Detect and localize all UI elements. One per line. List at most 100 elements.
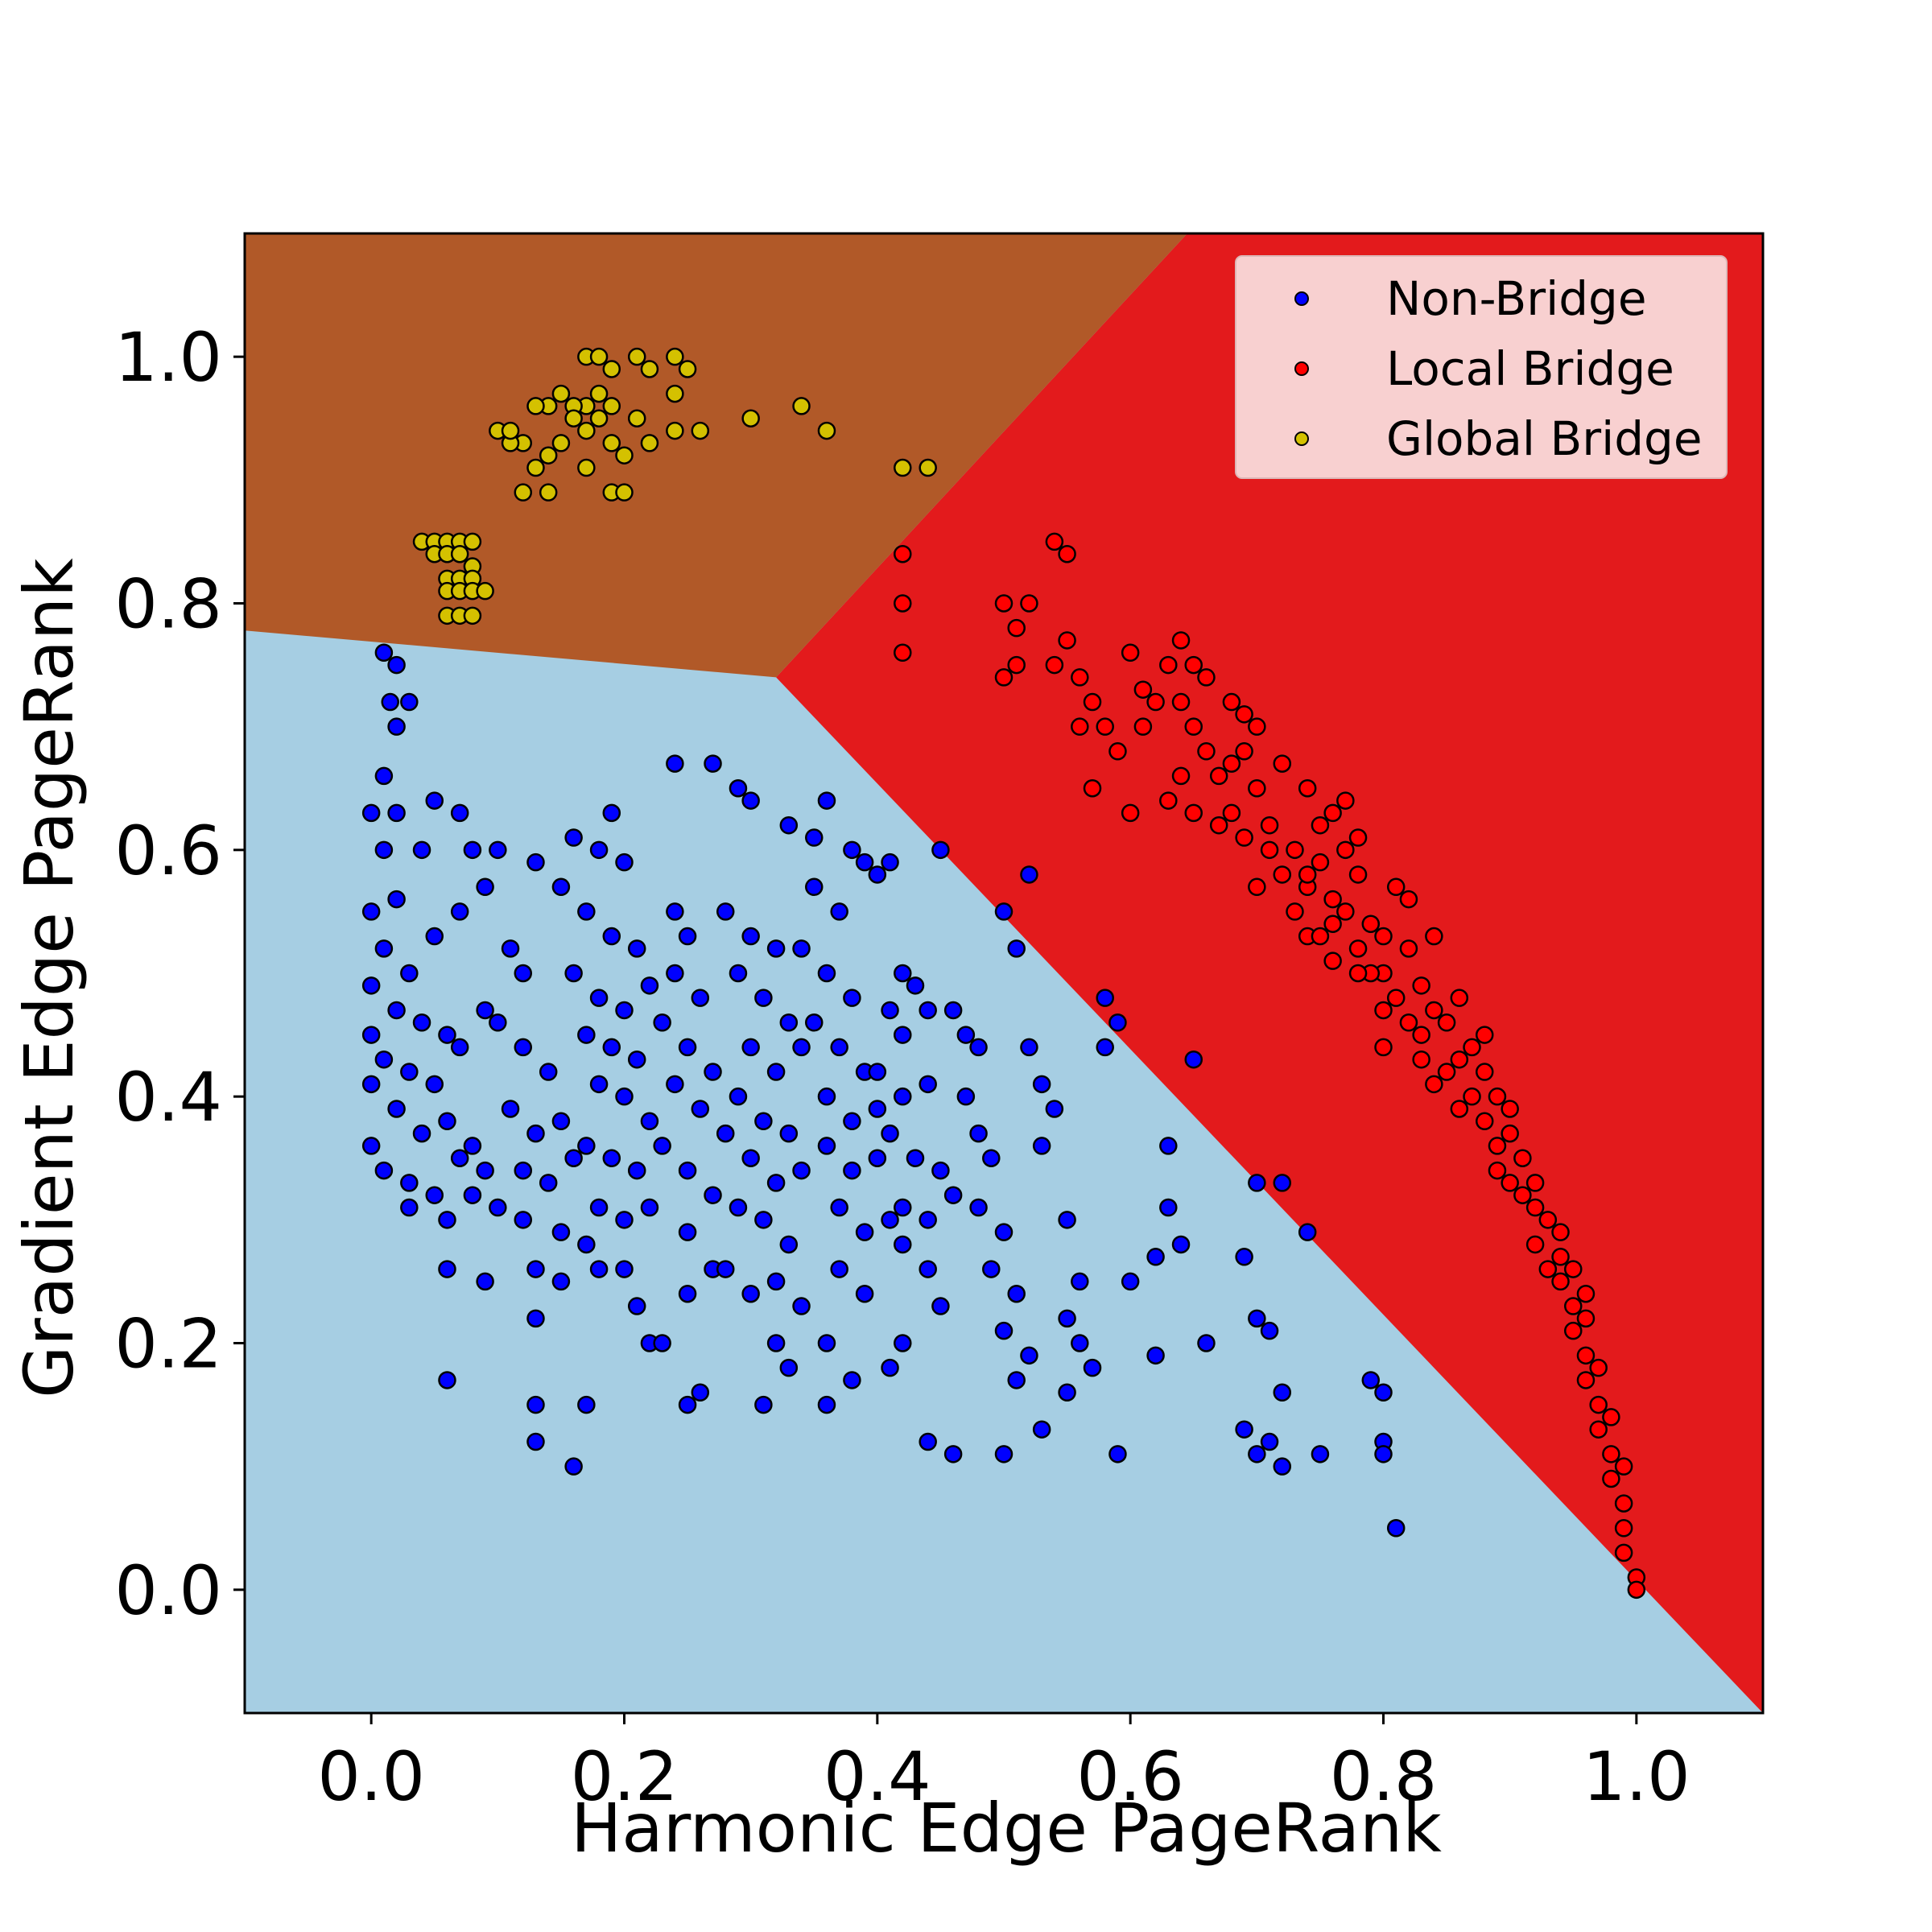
point-local-bridge — [1450, 1100, 1469, 1118]
point-non-bridge — [476, 1272, 494, 1291]
point-non-bridge — [627, 1161, 646, 1180]
point-local-bridge — [1488, 1137, 1507, 1155]
point-non-bridge — [931, 840, 950, 860]
point-non-bridge — [640, 1112, 659, 1131]
point-non-bridge — [729, 964, 748, 983]
point-non-bridge — [881, 1358, 899, 1377]
point-non-bridge — [817, 1137, 836, 1155]
point-local-bridge — [1171, 766, 1191, 786]
point-non-bridge — [412, 1124, 431, 1143]
point-non-bridge — [400, 1174, 419, 1192]
point-local-bridge — [1551, 1248, 1570, 1266]
point-global-bridge — [501, 421, 520, 440]
point-non-bridge — [615, 852, 634, 872]
point-non-bridge — [1235, 1420, 1253, 1439]
point-local-bridge — [1386, 877, 1406, 897]
point-non-bridge — [704, 754, 722, 773]
legend-marker-local-bridge — [1294, 361, 1309, 376]
point-non-bridge — [754, 1211, 773, 1229]
point-global-bridge — [602, 360, 621, 378]
point-non-bridge — [678, 1161, 697, 1180]
point-global-bridge — [577, 421, 596, 440]
point-non-bridge — [374, 939, 394, 958]
point-non-bridge — [589, 1260, 609, 1278]
point-non-bridge — [779, 1358, 799, 1377]
point-non-bridge — [691, 1100, 710, 1118]
point-non-bridge — [766, 1063, 786, 1081]
point-non-bridge — [602, 803, 621, 823]
point-non-bridge — [817, 964, 836, 983]
point-non-bridge — [792, 939, 811, 958]
point-non-bridge — [539, 1174, 558, 1192]
x-axis-ticks: 0.0 0.2 0.4 0.6 0.8 1.0 — [317, 1713, 1690, 1816]
point-local-bridge — [1386, 989, 1406, 1007]
point-non-bridge — [704, 1186, 722, 1204]
point-non-bridge — [919, 1432, 937, 1451]
point-local-bridge — [1437, 1063, 1456, 1081]
point-non-bridge — [919, 1260, 937, 1278]
point-non-bridge — [463, 840, 482, 860]
point-non-bridge — [577, 902, 596, 921]
point-local-bridge — [1323, 952, 1342, 970]
point-non-bridge — [919, 1211, 937, 1229]
point-local-bridge — [1184, 803, 1203, 823]
point-non-bridge — [539, 1063, 558, 1081]
point-local-bridge — [1463, 1087, 1481, 1106]
point-local-bridge — [1159, 791, 1178, 810]
point-local-bridge — [1475, 1063, 1494, 1081]
point-non-bridge — [969, 1038, 988, 1057]
point-non-bridge — [615, 1087, 634, 1106]
point-non-bridge — [564, 1457, 583, 1476]
point-non-bridge — [1071, 1334, 1089, 1352]
point-local-bridge — [1121, 643, 1140, 663]
point-global-bridge — [551, 384, 571, 403]
point-local-bridge — [1348, 828, 1368, 847]
point-local-bridge — [1501, 1100, 1519, 1118]
point-local-bridge — [1425, 1075, 1443, 1094]
point-non-bridge — [1235, 1248, 1253, 1266]
point-non-bridge — [602, 1149, 621, 1167]
point-non-bridge — [956, 1026, 976, 1044]
point-non-bridge — [678, 1038, 697, 1057]
point-non-bridge — [640, 976, 659, 995]
point-local-bridge — [894, 594, 912, 613]
point-local-bridge — [1235, 828, 1253, 847]
point-local-bridge — [1463, 1038, 1481, 1057]
point-non-bridge — [526, 1309, 545, 1328]
point-local-bridge — [1488, 1161, 1507, 1180]
point-non-bridge — [438, 1112, 456, 1131]
point-local-bridge — [1083, 779, 1102, 798]
point-local-bridge — [994, 594, 1013, 613]
point-non-bridge — [564, 828, 583, 847]
point-global-bridge — [678, 360, 697, 378]
point-non-bridge — [805, 828, 824, 847]
point-non-bridge — [994, 1223, 1013, 1241]
point-local-bridge — [1437, 1013, 1456, 1032]
point-non-bridge — [1058, 1211, 1076, 1229]
point-non-bridge — [627, 1297, 646, 1315]
point-non-bridge — [526, 852, 545, 872]
point-non-bridge — [1298, 1223, 1317, 1241]
y-axis-ticks: 0.0 0.2 0.4 0.6 0.8 1.0 — [114, 318, 245, 1630]
point-non-bridge — [691, 989, 710, 1007]
point-non-bridge — [577, 1395, 596, 1414]
point-non-bridge — [919, 1075, 937, 1094]
point-non-bridge — [843, 840, 861, 860]
point-non-bridge — [1311, 1445, 1330, 1463]
point-local-bridge — [1589, 1395, 1608, 1414]
point-non-bridge — [894, 964, 912, 983]
point-non-bridge — [994, 1445, 1013, 1463]
point-non-bridge — [666, 902, 684, 921]
point-global-bridge — [666, 421, 684, 440]
point-non-bridge — [1248, 1309, 1266, 1328]
point-local-bridge — [1133, 680, 1153, 699]
point-local-bridge — [1564, 1321, 1583, 1340]
point-global-bridge — [463, 606, 482, 625]
point-global-bridge — [640, 434, 659, 452]
point-local-bridge — [1488, 1087, 1507, 1106]
point-non-bridge — [381, 692, 399, 712]
point-non-bridge — [969, 1124, 988, 1143]
point-non-bridge — [843, 1112, 861, 1131]
point-non-bridge — [489, 840, 507, 860]
point-non-bridge — [894, 1334, 912, 1352]
